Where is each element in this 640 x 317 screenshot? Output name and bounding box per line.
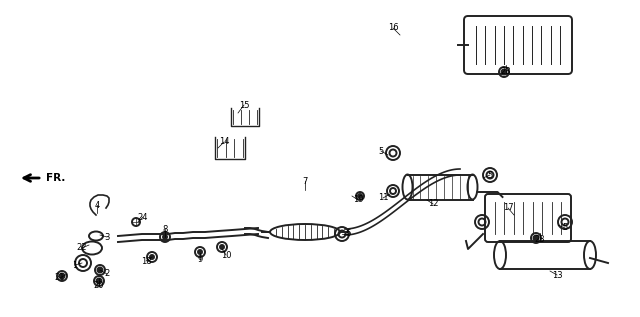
Text: 16: 16 bbox=[388, 23, 398, 33]
Text: 2: 2 bbox=[104, 269, 109, 279]
Text: 17: 17 bbox=[502, 204, 513, 212]
Circle shape bbox=[97, 279, 102, 283]
Text: 23: 23 bbox=[534, 236, 545, 244]
Text: 22: 22 bbox=[77, 243, 87, 253]
Text: 6: 6 bbox=[346, 230, 351, 238]
Circle shape bbox=[97, 268, 102, 273]
Text: 15: 15 bbox=[239, 100, 249, 109]
Text: 5: 5 bbox=[488, 171, 493, 179]
Circle shape bbox=[502, 69, 506, 74]
Text: 23: 23 bbox=[500, 68, 511, 76]
Text: 11: 11 bbox=[378, 193, 388, 203]
Circle shape bbox=[534, 236, 538, 241]
Text: 20: 20 bbox=[93, 281, 104, 289]
Text: 14: 14 bbox=[219, 138, 229, 146]
Text: 4: 4 bbox=[94, 200, 100, 210]
Circle shape bbox=[60, 274, 65, 279]
Circle shape bbox=[150, 255, 154, 259]
Text: 5: 5 bbox=[378, 146, 383, 156]
Text: 24: 24 bbox=[138, 212, 148, 222]
Circle shape bbox=[220, 245, 224, 249]
Circle shape bbox=[198, 250, 202, 254]
Text: 19: 19 bbox=[353, 196, 364, 204]
Circle shape bbox=[163, 235, 167, 239]
Text: 1: 1 bbox=[72, 261, 77, 269]
Text: FR.: FR. bbox=[46, 173, 65, 183]
Text: 8: 8 bbox=[163, 224, 168, 234]
Text: 5: 5 bbox=[563, 223, 568, 232]
Text: 3: 3 bbox=[104, 232, 109, 242]
Text: 18: 18 bbox=[141, 256, 151, 266]
Text: 7: 7 bbox=[302, 177, 308, 185]
Text: 21: 21 bbox=[55, 274, 65, 282]
Circle shape bbox=[358, 194, 362, 198]
Text: 12: 12 bbox=[428, 199, 438, 209]
Text: 10: 10 bbox=[221, 250, 231, 260]
Text: 13: 13 bbox=[552, 270, 563, 280]
Text: 9: 9 bbox=[197, 256, 203, 264]
